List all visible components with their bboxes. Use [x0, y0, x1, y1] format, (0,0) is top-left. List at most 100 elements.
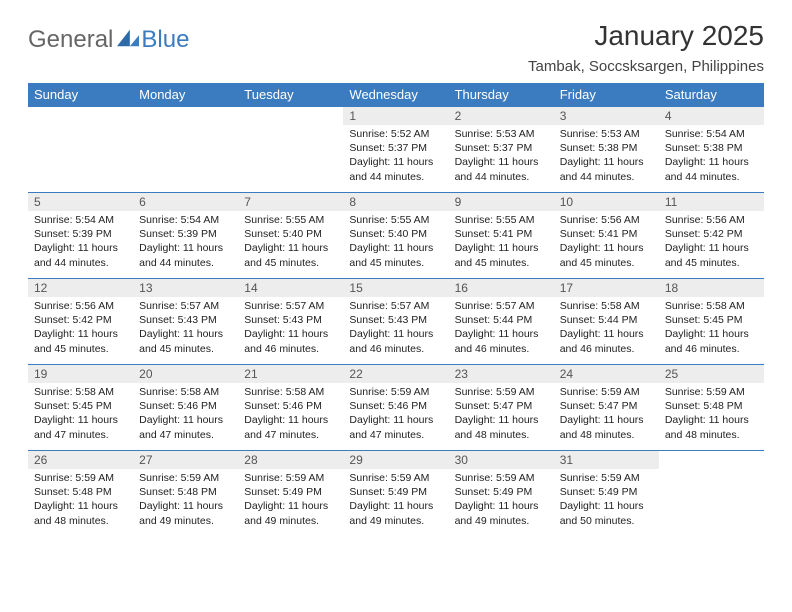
day-number: 21: [238, 364, 343, 383]
title-block: January 2025 Tambak, Soccsksargen, Phili…: [528, 20, 764, 75]
calendar-empty-cell: [238, 106, 343, 192]
calendar-day-cell: 31Sunrise: 5:59 AMSunset: 5:49 PMDayligh…: [554, 450, 659, 536]
day-number: 1: [343, 106, 448, 125]
calendar-day-cell: 3Sunrise: 5:53 AMSunset: 5:38 PMDaylight…: [554, 106, 659, 192]
day-number: 7: [238, 192, 343, 211]
day-details: Sunrise: 5:57 AMSunset: 5:43 PMDaylight:…: [133, 297, 238, 360]
calendar-body: 1Sunrise: 5:52 AMSunset: 5:37 PMDaylight…: [28, 106, 764, 536]
calendar-row: 5Sunrise: 5:54 AMSunset: 5:39 PMDaylight…: [28, 192, 764, 278]
calendar-day-cell: 5Sunrise: 5:54 AMSunset: 5:39 PMDaylight…: [28, 192, 133, 278]
brand-logo: GeneralBlue: [28, 20, 189, 54]
calendar-day-cell: 12Sunrise: 5:56 AMSunset: 5:42 PMDayligh…: [28, 278, 133, 364]
month-title: January 2025: [528, 20, 764, 52]
day-details: [133, 125, 238, 131]
day-details: Sunrise: 5:59 AMSunset: 5:49 PMDaylight:…: [343, 469, 448, 532]
day-details: Sunrise: 5:54 AMSunset: 5:39 PMDaylight:…: [133, 211, 238, 274]
calendar-day-cell: 2Sunrise: 5:53 AMSunset: 5:37 PMDaylight…: [449, 106, 554, 192]
day-number: 22: [343, 364, 448, 383]
day-number: 5: [28, 192, 133, 211]
calendar-day-cell: 30Sunrise: 5:59 AMSunset: 5:49 PMDayligh…: [449, 450, 554, 536]
day-number: 15: [343, 278, 448, 297]
day-details: Sunrise: 5:59 AMSunset: 5:48 PMDaylight:…: [659, 383, 764, 446]
calendar-row: 1Sunrise: 5:52 AMSunset: 5:37 PMDaylight…: [28, 106, 764, 192]
day-number: 2: [449, 106, 554, 125]
calendar-row: 26Sunrise: 5:59 AMSunset: 5:48 PMDayligh…: [28, 450, 764, 536]
day-details: Sunrise: 5:58 AMSunset: 5:46 PMDaylight:…: [238, 383, 343, 446]
day-number: 17: [554, 278, 659, 297]
day-number: 19: [28, 364, 133, 383]
calendar-row: 19Sunrise: 5:58 AMSunset: 5:45 PMDayligh…: [28, 364, 764, 450]
calendar-empty-cell: [659, 450, 764, 536]
day-details: Sunrise: 5:58 AMSunset: 5:44 PMDaylight:…: [554, 297, 659, 360]
day-number: [238, 106, 343, 125]
day-number: 3: [554, 106, 659, 125]
day-details: Sunrise: 5:53 AMSunset: 5:38 PMDaylight:…: [554, 125, 659, 188]
day-number: 25: [659, 364, 764, 383]
day-number: [133, 106, 238, 125]
day-number: 26: [28, 450, 133, 469]
day-details: [28, 125, 133, 131]
day-number: 23: [449, 364, 554, 383]
calendar-day-cell: 28Sunrise: 5:59 AMSunset: 5:49 PMDayligh…: [238, 450, 343, 536]
calendar-day-cell: 18Sunrise: 5:58 AMSunset: 5:45 PMDayligh…: [659, 278, 764, 364]
day-details: Sunrise: 5:55 AMSunset: 5:41 PMDaylight:…: [449, 211, 554, 274]
day-number: 13: [133, 278, 238, 297]
calendar-day-cell: 22Sunrise: 5:59 AMSunset: 5:46 PMDayligh…: [343, 364, 448, 450]
day-number: 27: [133, 450, 238, 469]
day-number: 12: [28, 278, 133, 297]
location-subtitle: Tambak, Soccsksargen, Philippines: [528, 58, 764, 75]
day-number: 11: [659, 192, 764, 211]
calendar-day-cell: 11Sunrise: 5:56 AMSunset: 5:42 PMDayligh…: [659, 192, 764, 278]
weekday-header: Thursday: [449, 83, 554, 106]
weekday-header: Sunday: [28, 83, 133, 106]
calendar-day-cell: 26Sunrise: 5:59 AMSunset: 5:48 PMDayligh…: [28, 450, 133, 536]
calendar-day-cell: 21Sunrise: 5:58 AMSunset: 5:46 PMDayligh…: [238, 364, 343, 450]
day-number: 30: [449, 450, 554, 469]
day-number: 9: [449, 192, 554, 211]
day-details: Sunrise: 5:58 AMSunset: 5:45 PMDaylight:…: [659, 297, 764, 360]
calendar-day-cell: 1Sunrise: 5:52 AMSunset: 5:37 PMDaylight…: [343, 106, 448, 192]
weekday-header: Friday: [554, 83, 659, 106]
calendar-day-cell: 16Sunrise: 5:57 AMSunset: 5:44 PMDayligh…: [449, 278, 554, 364]
day-details: Sunrise: 5:58 AMSunset: 5:46 PMDaylight:…: [133, 383, 238, 446]
day-details: Sunrise: 5:59 AMSunset: 5:49 PMDaylight:…: [449, 469, 554, 532]
calendar-empty-cell: [28, 106, 133, 192]
calendar-day-cell: 7Sunrise: 5:55 AMSunset: 5:40 PMDaylight…: [238, 192, 343, 278]
weekday-header: Saturday: [659, 83, 764, 106]
weekday-header: Wednesday: [343, 83, 448, 106]
day-details: Sunrise: 5:59 AMSunset: 5:49 PMDaylight:…: [554, 469, 659, 532]
day-details: Sunrise: 5:53 AMSunset: 5:37 PMDaylight:…: [449, 125, 554, 188]
day-details: Sunrise: 5:56 AMSunset: 5:42 PMDaylight:…: [659, 211, 764, 274]
day-details: Sunrise: 5:57 AMSunset: 5:43 PMDaylight:…: [343, 297, 448, 360]
day-number: [659, 450, 764, 469]
calendar-row: 12Sunrise: 5:56 AMSunset: 5:42 PMDayligh…: [28, 278, 764, 364]
weekday-header: Monday: [133, 83, 238, 106]
calendar-day-cell: 23Sunrise: 5:59 AMSunset: 5:47 PMDayligh…: [449, 364, 554, 450]
calendar-day-cell: 25Sunrise: 5:59 AMSunset: 5:48 PMDayligh…: [659, 364, 764, 450]
day-number: 31: [554, 450, 659, 469]
day-details: [238, 125, 343, 131]
weekday-header-row: SundayMondayTuesdayWednesdayThursdayFrid…: [28, 83, 764, 106]
day-details: Sunrise: 5:57 AMSunset: 5:43 PMDaylight:…: [238, 297, 343, 360]
day-details: Sunrise: 5:59 AMSunset: 5:49 PMDaylight:…: [238, 469, 343, 532]
day-details: Sunrise: 5:54 AMSunset: 5:39 PMDaylight:…: [28, 211, 133, 274]
calendar-table: SundayMondayTuesdayWednesdayThursdayFrid…: [28, 83, 764, 536]
calendar-day-cell: 8Sunrise: 5:55 AMSunset: 5:40 PMDaylight…: [343, 192, 448, 278]
calendar-day-cell: 10Sunrise: 5:56 AMSunset: 5:41 PMDayligh…: [554, 192, 659, 278]
day-details: Sunrise: 5:52 AMSunset: 5:37 PMDaylight:…: [343, 125, 448, 188]
calendar-day-cell: 15Sunrise: 5:57 AMSunset: 5:43 PMDayligh…: [343, 278, 448, 364]
logo-icon: [117, 29, 139, 47]
calendar-day-cell: 29Sunrise: 5:59 AMSunset: 5:49 PMDayligh…: [343, 450, 448, 536]
day-details: [659, 469, 764, 475]
calendar-day-cell: 27Sunrise: 5:59 AMSunset: 5:48 PMDayligh…: [133, 450, 238, 536]
calendar-day-cell: 19Sunrise: 5:58 AMSunset: 5:45 PMDayligh…: [28, 364, 133, 450]
day-details: Sunrise: 5:59 AMSunset: 5:48 PMDaylight:…: [133, 469, 238, 532]
day-details: Sunrise: 5:59 AMSunset: 5:46 PMDaylight:…: [343, 383, 448, 446]
day-number: 16: [449, 278, 554, 297]
day-number: 29: [343, 450, 448, 469]
day-number: 18: [659, 278, 764, 297]
calendar-day-cell: 20Sunrise: 5:58 AMSunset: 5:46 PMDayligh…: [133, 364, 238, 450]
calendar-day-cell: 13Sunrise: 5:57 AMSunset: 5:43 PMDayligh…: [133, 278, 238, 364]
day-number: [28, 106, 133, 125]
calendar-empty-cell: [133, 106, 238, 192]
